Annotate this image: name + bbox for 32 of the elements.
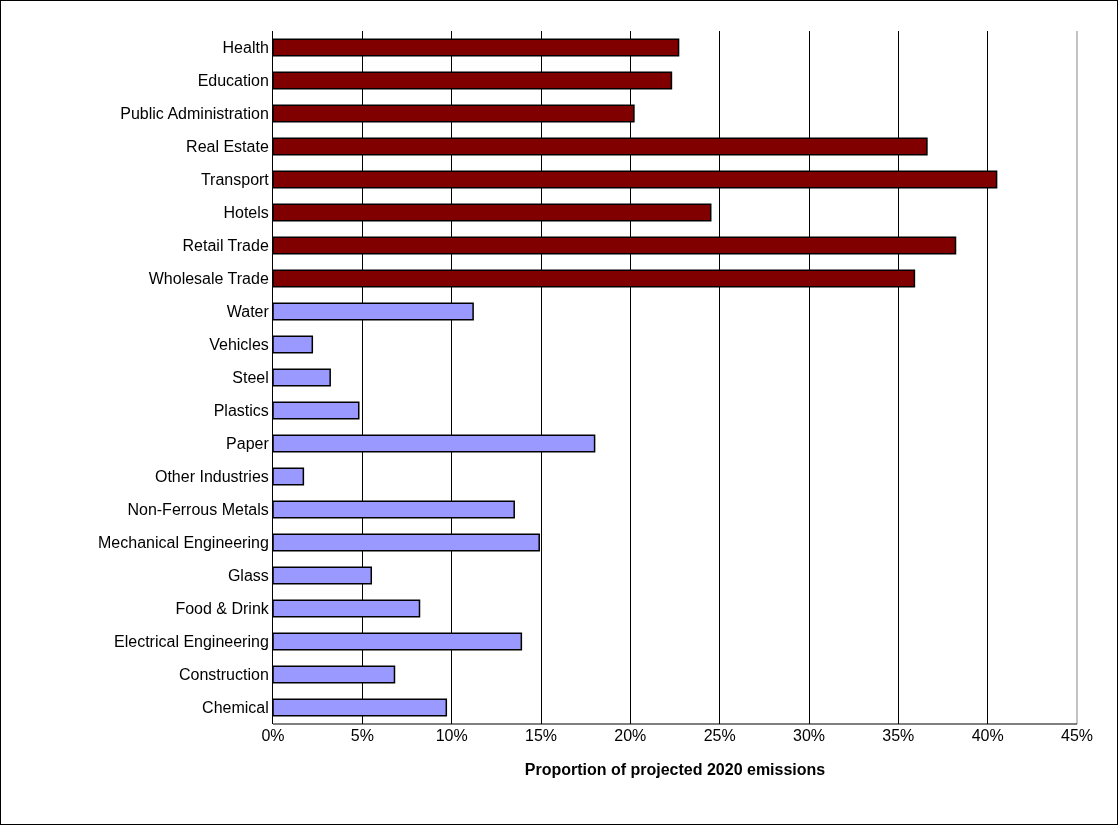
x-tick-label: 40%	[971, 727, 1004, 744]
y-tick-label: Mechanical Engineering	[98, 534, 269, 552]
x-tick-label: 25%	[703, 727, 736, 744]
y-tick-label: Transport	[200, 171, 270, 189]
x-tick-label: 20%	[614, 727, 647, 744]
y-tick-label: Steel	[232, 369, 269, 387]
x-axis-title: Proportion of projected 2020 emissions	[524, 760, 826, 778]
y-tick-label: Retail Trade	[182, 237, 269, 255]
y-tick-label: Vehicles	[209, 336, 269, 354]
y-tick-label: Education	[197, 72, 269, 90]
x-tick-label: 30%	[792, 727, 826, 744]
y-tick-label: Non-Ferrous Metals	[127, 501, 269, 519]
y-tick-label: Paper	[226, 435, 270, 453]
x-tick-label: 15%	[524, 727, 558, 744]
y-tick-label: Plastics	[213, 402, 269, 420]
x-tick-label: 5%	[350, 727, 374, 744]
y-tick-label: Public Administration	[120, 105, 269, 123]
y-tick-label: Hotels	[223, 204, 269, 222]
y-tick-label: Glass	[227, 567, 269, 585]
y-tick-label: Other Industries	[154, 468, 269, 486]
x-tick-label: 10%	[435, 727, 468, 744]
y-tick-label: Wholesale Trade	[148, 270, 269, 288]
y-tick-label: Water	[226, 303, 270, 321]
x-tick-label: 45%	[1060, 727, 1094, 744]
x-tick-label: 35%	[882, 727, 915, 744]
y-tick-label: Construction	[178, 666, 269, 684]
y-tick-label: Chemical	[202, 699, 269, 717]
x-tick-label: 0%	[261, 727, 285, 744]
y-tick-label: Health	[222, 39, 269, 57]
y-tick-label: Food & Drink	[175, 600, 270, 618]
y-tick-label: Real Estate	[186, 138, 269, 156]
y-tick-label: Electrical Engineering	[114, 633, 269, 651]
